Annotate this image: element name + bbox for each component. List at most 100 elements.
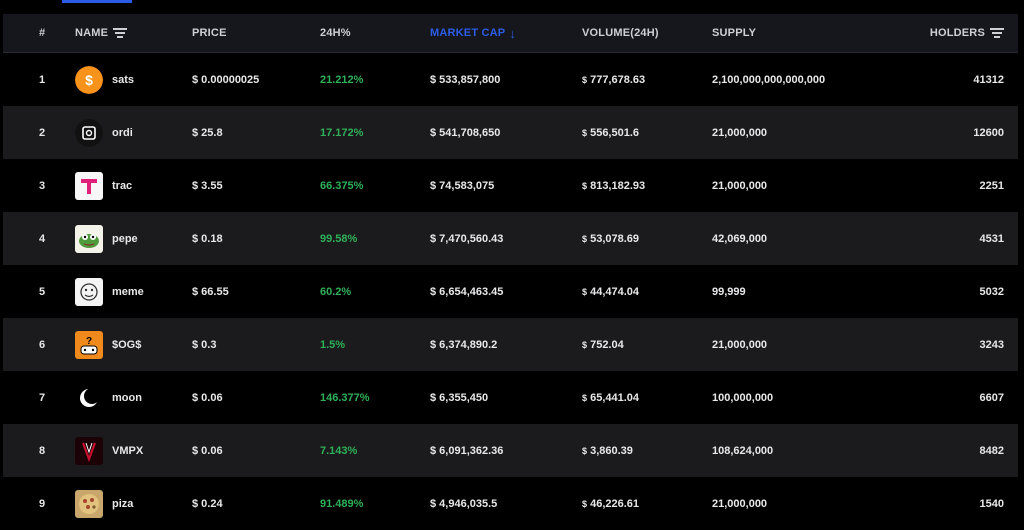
price-cell: $ 0.18 bbox=[192, 232, 223, 245]
market-cap-cell: $ 6,654,463.45 bbox=[430, 285, 504, 298]
piza-logo-icon bbox=[75, 489, 103, 518]
filter-icon[interactable] bbox=[113, 28, 128, 38]
moon-logo-icon bbox=[75, 383, 103, 412]
header-rank: # bbox=[39, 27, 46, 39]
header-holders[interactable]: HOLDERS bbox=[892, 27, 1018, 39]
volume-cell: $ 777,678.63 bbox=[582, 74, 712, 86]
volume-currency: $ bbox=[582, 74, 588, 85]
table-row[interactable]: 4 pepe $ 0.18 99.58% $ 7,470,560.43 $ 53… bbox=[3, 212, 1018, 265]
volume-value: 44,474.04 bbox=[590, 285, 640, 298]
header-volume[interactable]: VOLUME(24H) bbox=[582, 27, 659, 39]
og-logo-icon: ? bbox=[75, 330, 103, 359]
sort-desc-icon[interactable]: ↓ bbox=[509, 25, 517, 41]
sats-logo-icon: $ bbox=[75, 65, 103, 94]
token-name: $OG$ bbox=[112, 338, 142, 351]
supply-cell: 21,000,000 bbox=[712, 338, 768, 351]
price-cell: $ 0.06 bbox=[192, 444, 223, 457]
change-cell: 146.377% bbox=[320, 391, 370, 404]
table-row[interactable]: 7 moon $ 0.06 146.377% $ 6,355,450 $ 65,… bbox=[3, 371, 1018, 424]
table-row[interactable]: 1 $ sats $ 0.00000025 21.212% $ 533,857,… bbox=[3, 53, 1018, 106]
volume-cell: $ 752.04 bbox=[582, 339, 712, 351]
svg-text:?: ? bbox=[86, 336, 92, 347]
market-cap-cell: $ 4,946,035.5 bbox=[430, 497, 498, 510]
price-cell: $ 0.00000025 bbox=[192, 73, 260, 86]
table-row[interactable]: 8 VMPX $ 0.06 7.143% $ 6,091,362.36 $ 3,… bbox=[3, 424, 1018, 477]
volume-value: 556,501.6 bbox=[590, 126, 640, 139]
price-cell: $ 0.24 bbox=[192, 497, 223, 510]
header-name-label: NAME bbox=[75, 27, 109, 39]
supply-cell: 100,000,000 bbox=[712, 391, 774, 404]
table-row[interactable]: 5 meme $ 66.55 60.2% $ 6,654,463.45 $ 44… bbox=[3, 265, 1018, 318]
header-supply[interactable]: SUPPLY bbox=[712, 27, 757, 39]
volume-value: 813,182.93 bbox=[590, 179, 646, 192]
market-cap-cell: $ 6,091,362.36 bbox=[430, 444, 504, 457]
volume-value: 752.04 bbox=[590, 338, 624, 351]
change-cell: 99.58% bbox=[320, 232, 358, 245]
rank-cell: 3 bbox=[39, 179, 46, 192]
volume-currency: $ bbox=[582, 180, 588, 191]
name-cell[interactable]: VMPX bbox=[75, 436, 192, 465]
name-cell[interactable]: ordi bbox=[75, 118, 192, 147]
volume-currency: $ bbox=[582, 339, 588, 350]
svg-text:$: $ bbox=[85, 72, 93, 88]
supply-cell: 21,000,000 bbox=[712, 126, 768, 139]
header-change[interactable]: 24H% bbox=[320, 27, 351, 39]
token-name: piza bbox=[112, 497, 134, 510]
header-name[interactable]: NAME bbox=[75, 27, 192, 39]
name-cell[interactable]: $ sats bbox=[75, 65, 192, 94]
supply-cell: 21,000,000 bbox=[712, 497, 768, 510]
table-row[interactable]: 6 ? $OG$ $ 0.3 1.5% $ 6,374,890.2 $ 752.… bbox=[3, 318, 1018, 371]
volume-currency: $ bbox=[582, 392, 588, 403]
vmpx-logo-icon bbox=[75, 436, 103, 465]
volume-value: 777,678.63 bbox=[590, 73, 646, 86]
name-cell[interactable]: moon bbox=[75, 383, 192, 412]
table-row[interactable]: 3 trac $ 3.55 66.375% $ 74,583,075 $ 813… bbox=[3, 159, 1018, 212]
market-cap-cell: $ 533,857,800 bbox=[430, 73, 501, 86]
table-row[interactable]: 2 ordi $ 25.8 17.172% $ 541,708,650 $ 55… bbox=[3, 106, 1018, 159]
name-cell[interactable]: meme bbox=[75, 277, 192, 306]
token-name: trac bbox=[112, 179, 133, 192]
change-cell: 91.489% bbox=[320, 497, 364, 510]
name-cell[interactable]: ? $OG$ bbox=[75, 330, 192, 359]
token-name: meme bbox=[112, 285, 144, 298]
supply-cell: 2,100,000,000,000,000 bbox=[712, 73, 826, 86]
token-name: VMPX bbox=[112, 444, 144, 457]
volume-cell: $ 556,501.6 bbox=[582, 127, 712, 139]
rank-cell: 7 bbox=[39, 391, 46, 404]
holders-cell: 1540 bbox=[979, 497, 1004, 510]
holders-cell: 6607 bbox=[979, 391, 1004, 404]
rank-cell: 1 bbox=[39, 73, 46, 86]
market-cap-cell: $ 6,374,890.2 bbox=[430, 338, 498, 351]
market-cap-cell: $ 6,355,450 bbox=[430, 391, 489, 404]
name-cell[interactable]: pepe bbox=[75, 224, 192, 253]
token-table: # NAME PRICE 24H% MARKET CAP ↓ VOLUME(24… bbox=[3, 14, 1018, 530]
header-market-cap-label: MARKET CAP bbox=[430, 27, 506, 39]
supply-cell: 21,000,000 bbox=[712, 179, 768, 192]
volume-cell: $ 44,474.04 bbox=[582, 286, 712, 298]
market-cap-cell: $ 74,583,075 bbox=[430, 179, 495, 192]
token-name: pepe bbox=[112, 232, 138, 245]
table-header: # NAME PRICE 24H% MARKET CAP ↓ VOLUME(24… bbox=[3, 14, 1018, 53]
filter-icon[interactable] bbox=[990, 28, 1004, 38]
table-row[interactable]: 9 piza $ 0.24 91.489% $ 4,946,035.5 $ 46… bbox=[3, 477, 1018, 530]
volume-cell: $ 46,226.61 bbox=[582, 498, 712, 510]
supply-cell: 108,624,000 bbox=[712, 444, 774, 457]
name-cell[interactable]: trac bbox=[75, 171, 192, 200]
holders-cell: 5032 bbox=[979, 285, 1004, 298]
pepe-logo-icon bbox=[75, 224, 103, 253]
rank-cell: 2 bbox=[39, 126, 46, 139]
change-cell: 17.172% bbox=[320, 126, 364, 139]
header-price[interactable]: PRICE bbox=[192, 27, 227, 39]
rank-cell: 4 bbox=[39, 232, 46, 245]
volume-value: 3,860.39 bbox=[590, 444, 633, 457]
price-cell: $ 3.55 bbox=[192, 179, 223, 192]
volume-currency: $ bbox=[582, 498, 588, 509]
volume-currency: $ bbox=[582, 127, 588, 138]
header-market-cap[interactable]: MARKET CAP ↓ bbox=[430, 27, 582, 40]
holders-cell: 12600 bbox=[973, 126, 1004, 139]
price-cell: $ 25.8 bbox=[192, 126, 223, 139]
volume-cell: $ 3,860.39 bbox=[582, 445, 712, 457]
volume-cell: $ 53,078.69 bbox=[582, 233, 712, 245]
name-cell[interactable]: piza bbox=[75, 489, 192, 518]
active-tab-indicator bbox=[62, 0, 132, 3]
